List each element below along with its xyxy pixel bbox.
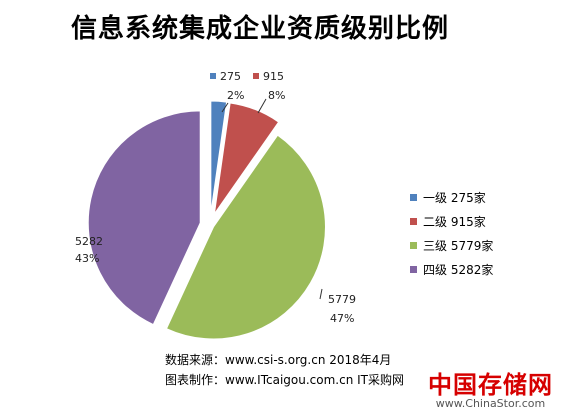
- slice-percent-label: 8%: [268, 89, 285, 102]
- legend-label: 二级 915家: [423, 214, 486, 229]
- slice-percent-label: 47%: [330, 312, 354, 325]
- slice-value-label: 275: [220, 70, 241, 83]
- legend-item: 三级 5779家: [410, 233, 493, 257]
- leader-line: [257, 98, 267, 114]
- source-notes: 数据来源：www.csi-s.org.cn 2018年4月 图表制作：www.I…: [165, 350, 404, 390]
- data-source-note: 数据来源：www.csi-s.org.cn 2018年4月: [165, 353, 392, 367]
- legend-swatch: [410, 217, 417, 225]
- label-swatch: [253, 73, 259, 79]
- label-swatch: [210, 73, 216, 79]
- legend-item: 四级 5282家: [410, 257, 493, 281]
- legend-swatch: [410, 193, 417, 201]
- slice-percent-label: 43%: [75, 252, 99, 265]
- watermark: 中国存储网 www.ChinaStor.com: [428, 365, 553, 410]
- legend-swatch: [410, 265, 417, 273]
- chart-legend: 一级 275家 二级 915家 三级 5779家 四级 5282家: [410, 185, 493, 281]
- legend-label: 四级 5282家: [423, 262, 494, 277]
- legend-label: 三级 5779家: [423, 238, 494, 253]
- legend-item: 一级 275家: [410, 185, 493, 209]
- pie-slice: [210, 100, 228, 214]
- leader-line: [221, 102, 229, 113]
- legend-item: 二级 915家: [410, 209, 493, 233]
- slice-value-label: 5779: [328, 293, 356, 306]
- pie-slice: [87, 110, 201, 326]
- leader-line: [319, 288, 323, 300]
- watermark-logo: 中国存储网: [428, 370, 553, 399]
- chart-maker-note: 图表制作：www.ITcaigou.com.cn IT采购网: [165, 373, 404, 387]
- slice-percent-label: 2%: [227, 89, 244, 102]
- watermark-url: www.ChinaStor.com: [435, 397, 546, 410]
- legend-label: 一级 275家: [423, 190, 486, 205]
- slice-value-label: 915: [263, 70, 284, 83]
- pie-slice: [165, 134, 326, 340]
- chart-title: 信息系统集成企业资质级别比例: [70, 14, 449, 44]
- legend-swatch: [410, 241, 417, 249]
- pie-slice: [213, 102, 280, 215]
- slice-value-label: 5282: [75, 235, 103, 248]
